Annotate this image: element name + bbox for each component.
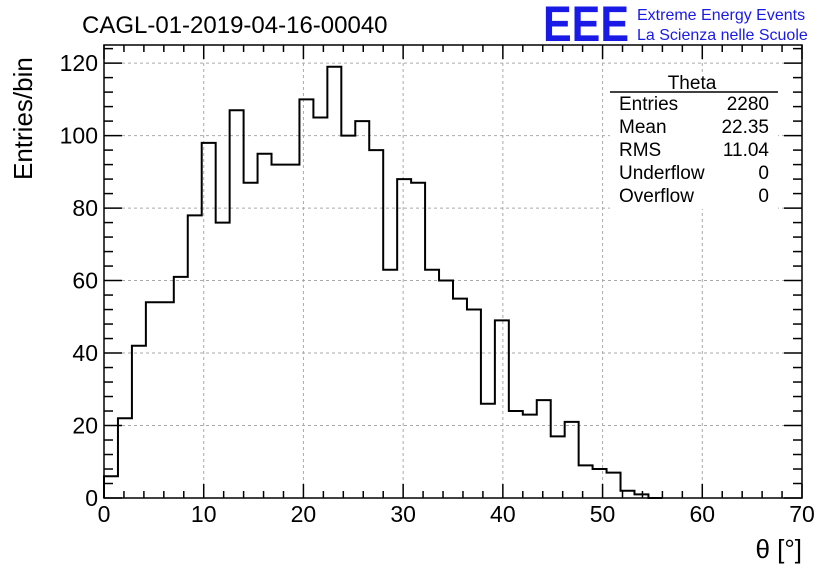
stats-row-value: 22.35 (721, 117, 769, 138)
stats-row-value: 0 (758, 163, 769, 184)
logo-line-2: La Scienza nelle Scuole (637, 27, 808, 44)
stats-row-value: 11.04 (723, 140, 770, 161)
stats-rows: Entries 2280 Mean 22.35 RMS 11.04 Underflow 0 Ov… (619, 94, 769, 207)
x-tick-label: 20 (291, 501, 317, 527)
y-tick-labels: 0 20 40 60 80 100 120 (60, 50, 98, 511)
x-tick-label: 30 (390, 501, 416, 527)
y-tick-label: 0 (85, 485, 98, 511)
stats-row-value: 2280 (727, 94, 769, 115)
histogram-line (103, 65, 663, 499)
y-axis-label: Entries/bin (8, 57, 38, 180)
x-tick-labels: 0 10 20 30 40 50 60 70 (98, 501, 815, 527)
x-axis-label: θ [°] (755, 534, 802, 564)
y-tick-label: 40 (72, 340, 98, 366)
eee-logo-mark: EEE (543, 0, 629, 52)
x-tick-label: 50 (590, 501, 616, 527)
stats-title: Theta (668, 73, 717, 94)
plot-frame (103, 44, 803, 499)
x-tick-label: 40 (490, 501, 516, 527)
stats-row-label: Mean (619, 117, 667, 138)
stats-row-label: Overflow (619, 186, 694, 207)
x-tick-label: 60 (689, 501, 715, 527)
logo-line-1: Extreme Energy Events (637, 7, 805, 24)
chart-title: CAGL-01-2019-04-16-00040 (82, 12, 388, 39)
x-tick-label: 0 (98, 501, 111, 527)
y-tick-label: 120 (60, 50, 98, 76)
axis-ticks (103, 45, 803, 499)
y-tick-label: 100 (60, 123, 98, 149)
x-tick-label: 10 (191, 501, 217, 527)
stats-row-label: Entries (619, 94, 678, 115)
stats-row-label: Underflow (619, 163, 705, 184)
stats-box-background (610, 74, 778, 209)
y-tick-label: 80 (72, 195, 98, 221)
x-tick-label: 70 (789, 501, 815, 527)
stats-box: Theta Entries 2280 Mean 22.35 RMS 11.04 Underf… (610, 73, 778, 209)
stats-row-value: 0 (758, 186, 769, 207)
y-tick-label: 60 (72, 268, 98, 294)
y-tick-label: 20 (72, 413, 98, 439)
stats-row-label: RMS (619, 140, 661, 161)
